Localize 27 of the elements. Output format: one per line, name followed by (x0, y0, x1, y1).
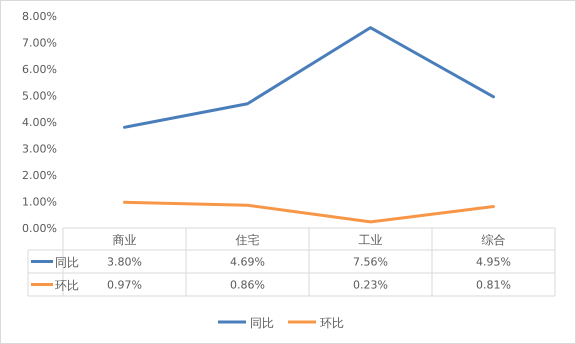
data-label: 4.95% (476, 256, 511, 268)
line-series (123, 26, 495, 129)
y-tick-label: 4.00% (22, 116, 57, 129)
y-tick-label: 0.00% (22, 222, 57, 235)
data-label: 0.81% (476, 278, 511, 292)
y-tick-label: 2.00% (22, 169, 57, 182)
data-label: 7.56% (353, 256, 388, 268)
x-tick-label: 住宅 (234, 233, 260, 247)
x-tick-label: 综合 (482, 233, 506, 247)
y-tick-label: 3.00% (22, 142, 57, 156)
legend-label: 同比 (55, 256, 79, 270)
y-tick-label: 7.00% (22, 36, 57, 50)
line-series (123, 200, 495, 224)
y-tick-label: 5.00% (22, 90, 57, 102)
data-label: 0.23% (353, 278, 388, 292)
x-tick-label: 商业 (112, 233, 136, 247)
y-tick-label: 8.00% (22, 10, 57, 23)
x-tick-label: 工业 (358, 233, 382, 247)
y-tick-label: 1.00% (22, 196, 57, 208)
data-label: 0.97% (107, 278, 142, 292)
legend-label: 环比 (55, 278, 79, 292)
text: 同比 (250, 316, 274, 330)
data-label: 3.80% (107, 256, 142, 268)
data-label: 0.86% (230, 278, 265, 292)
data-label: 4.69% (230, 256, 265, 268)
text: 环比 (320, 316, 344, 330)
y-tick-label: 6.00% (22, 63, 57, 76)
